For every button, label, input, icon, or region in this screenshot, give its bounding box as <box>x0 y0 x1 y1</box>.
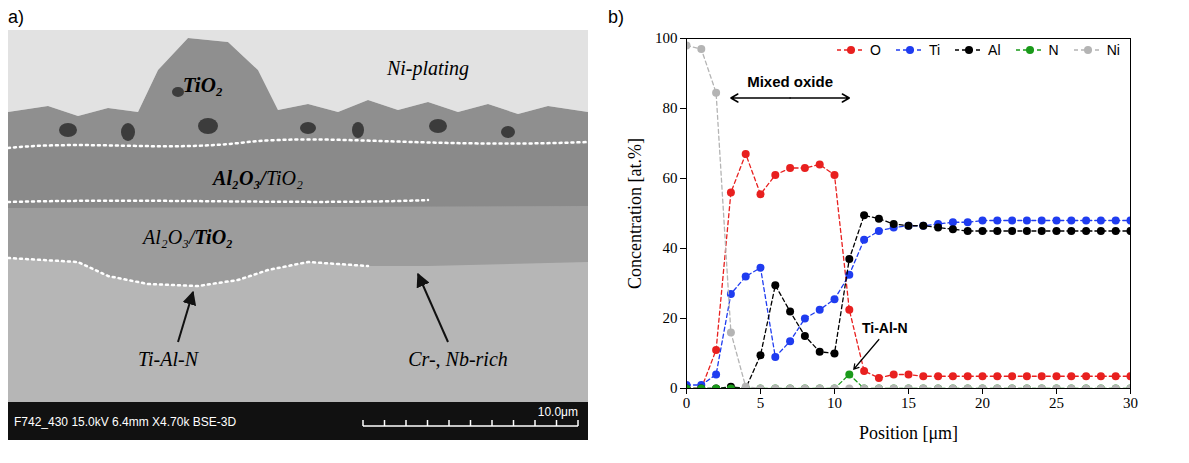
svg-text:20: 20 <box>975 395 990 411</box>
svg-text:25: 25 <box>1049 395 1064 411</box>
svg-text:Mixed oxide: Mixed oxide <box>747 73 833 90</box>
html-text:O: O <box>870 42 881 58</box>
svg-text:0: 0 <box>683 395 691 411</box>
svg-text:10: 10 <box>827 395 842 411</box>
svg-text:Concentration [at.%]: Concentration [at.%] <box>625 138 645 289</box>
svg-text:0: 0 <box>670 380 678 396</box>
svg-text:Ni-plating: Ni-plating <box>386 57 469 80</box>
html-text:Al: Al <box>988 42 1001 58</box>
svg-text:TiO₂: TiO₂ <box>183 73 223 97</box>
svg-text:5: 5 <box>757 395 765 411</box>
svg-text:Al₂O₃/TiO₂: Al₂O₃/TiO₂ <box>141 226 233 248</box>
svg-text:Position [μm]: Position [μm] <box>859 423 958 443</box>
svg-text:F742_430 15.0kV 6.4mm X4.70k B: F742_430 15.0kV 6.4mm X4.70k BSE-3D <box>14 415 236 429</box>
svg-text:10.0μm: 10.0μm <box>538 405 578 419</box>
html-text:Ti: Ti <box>928 42 940 58</box>
svg-text:Ti-Al-N: Ti-Al-N <box>862 320 908 336</box>
html-text:a): a) <box>8 7 24 27</box>
svg-text:20: 20 <box>663 310 678 326</box>
svg-text:Cr-, Nb-rich: Cr-, Nb-rich <box>408 348 508 370</box>
svg-text:60: 60 <box>663 170 678 186</box>
svg-text:80: 80 <box>663 100 678 116</box>
svg-text:30: 30 <box>1123 395 1138 411</box>
html-text:b): b) <box>608 7 624 27</box>
svg-text:Ti-Al-N: Ti-Al-N <box>138 348 200 370</box>
svg-text:100: 100 <box>655 30 678 46</box>
svg-text:15: 15 <box>901 395 916 411</box>
html-text:Ni: Ni <box>1106 42 1120 58</box>
svg-text:40: 40 <box>663 240 678 256</box>
html-text:N: N <box>1048 42 1059 58</box>
svg-text:Al₂O₃/TiO₂: Al₂O₃/TiO₂ <box>211 167 303 189</box>
